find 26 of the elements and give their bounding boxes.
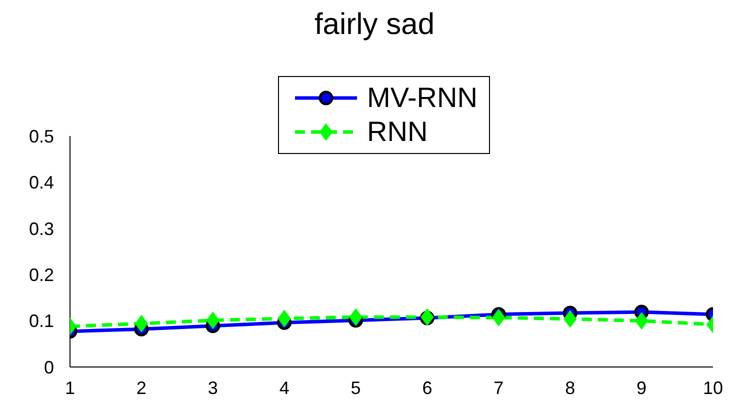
point — [564, 310, 577, 328]
legend-label: RNN — [367, 116, 428, 148]
chart-title: fairly sad — [313, 8, 436, 43]
y-tick-label: 0.5 — [28, 126, 54, 146]
y-tick-label: 0.4 — [28, 172, 54, 193]
y-tick-label: 0.1 — [28, 311, 54, 332]
point — [206, 312, 220, 329]
x-tick-label: 5 — [350, 378, 361, 398]
x-tick-label: 10 — [702, 378, 724, 398]
x-tick-label: 6 — [422, 378, 432, 398]
x-tick-label: 9 — [636, 378, 647, 398]
y-tick-label: 0.2 — [28, 264, 54, 285]
y-tick-label: 0 — [44, 357, 54, 378]
x-tick-label: 7 — [494, 378, 504, 398]
y-tick-label: 0.3 — [28, 218, 54, 239]
point — [278, 310, 291, 327]
x-tick-label: 2 — [136, 378, 146, 398]
x-tick-label: 8 — [565, 378, 576, 398]
x-tick-label: 4 — [279, 378, 290, 398]
x-tick-label: 3 — [208, 378, 218, 398]
point — [492, 309, 506, 326]
point — [635, 312, 648, 330]
legend-label: MV-RNN — [367, 82, 478, 114]
point — [349, 308, 362, 326]
x-tick-label: 1 — [64, 378, 76, 398]
point — [134, 315, 148, 332]
